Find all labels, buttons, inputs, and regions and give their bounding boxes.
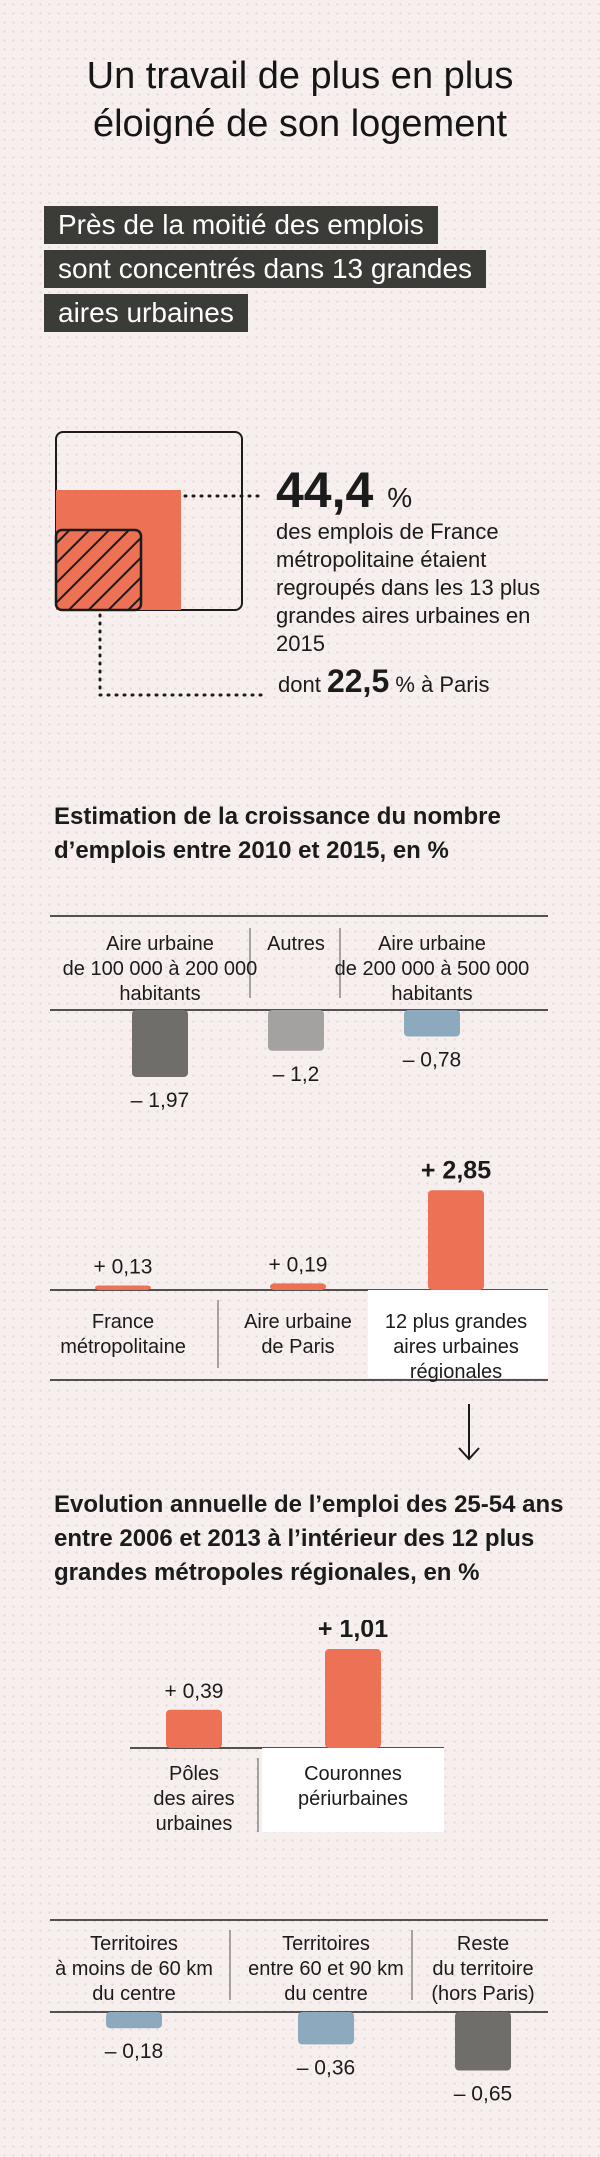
- data-label: + 0,13: [94, 1255, 153, 1278]
- data-label: + 1,01: [318, 1620, 388, 1643]
- stat-paris-line: dont 22,5 % à Paris: [278, 664, 490, 702]
- bar: [404, 1010, 460, 1037]
- category-highlight: [262, 1748, 444, 1832]
- category-label: Territoires à moins de 60 km du centre: [55, 1933, 213, 2005]
- category-label: Reste du territoire (hors Paris): [431, 1933, 534, 2005]
- category-label: France métropolitaine: [60, 1311, 186, 1358]
- bar: [270, 1283, 326, 1290]
- title-line: éloigné de son logement: [92, 103, 508, 145]
- subtitle-band: Près de la moitié des emplois: [44, 206, 438, 244]
- chart2-title-line: entre 2006 et 2013 à l’intérieur des 12 …: [54, 1525, 535, 1552]
- chart-employment-growth: – 1,97 Aire urbaine de 100 000 à 200 000 ha…: [50, 915, 548, 1383]
- chart-annual-evolution: + 0,39 Pôles des aires urbaines + 1,01 Couron…: [50, 1620, 548, 2106]
- data-label: – 0,36: [297, 2056, 355, 2079]
- data-label: – 1,97: [131, 1089, 189, 1112]
- stat-paris-suffix: % à Paris: [395, 672, 490, 697]
- stat-total-unit: %: [387, 482, 413, 513]
- chart1-title-line: d’emplois entre 2010 et 2015, en %: [54, 837, 449, 864]
- data-label: – 0,78: [403, 1049, 461, 1072]
- data-label: + 0,19: [269, 1253, 328, 1276]
- title-line: Un travail de plus en plus: [86, 55, 514, 97]
- page-title: Un travail de plus en plus éloigné de so…: [0, 52, 600, 148]
- stat-description: des emplois de France métropolitaine éta…: [276, 519, 541, 656]
- stat-total-value: 44,4 %: [276, 462, 412, 526]
- arrow-down-icon: [458, 1404, 480, 1461]
- bar: [325, 1649, 381, 1748]
- subtitle-band: aires urbaines: [44, 294, 248, 332]
- category-label: Aire urbaine de Paris: [244, 1311, 352, 1358]
- bar: [106, 2012, 162, 2029]
- chart2-title-line: Evolution annuelle de l’emploi des 25-54…: [54, 1491, 564, 1518]
- bar: [166, 1709, 222, 1748]
- stat-total-number: 44,4: [276, 462, 374, 518]
- bar: [95, 1285, 151, 1290]
- stat-paris-number: 22,5: [326, 663, 390, 699]
- category-highlight: [368, 1290, 548, 1378]
- bar: [268, 1010, 324, 1051]
- stat-paris-prefix: dont: [278, 672, 321, 697]
- share-diagram: [54, 431, 270, 697]
- bar: [428, 1190, 484, 1290]
- bar: [298, 2012, 354, 2045]
- category-label: Territoires entre 60 et 90 km du centre: [248, 1933, 404, 2005]
- paris-share-square: [54, 528, 143, 612]
- category-label: Couronnes périurbaines: [298, 1763, 408, 1810]
- data-label: – 0,65: [454, 2083, 512, 2106]
- category-label: Pôles des aires urbaines: [153, 1763, 234, 1835]
- bar: [455, 2012, 511, 2071]
- chart1-title: Estimation de la croissance du nombre d’…: [54, 800, 574, 868]
- chart1-title-line: Estimation de la croissance du nombre: [54, 803, 501, 830]
- category-label: Aire urbaine de 100 000 à 200 000 habitant…: [63, 933, 258, 1005]
- category-label: Aire urbaine de 200 000 à 500 000 habitant…: [335, 933, 530, 1005]
- category-label: Autres: [267, 933, 325, 955]
- bar: [132, 1010, 188, 1077]
- data-label: + 2,85: [421, 1156, 491, 1184]
- subtitle-band: sont concentrés dans 13 grandes: [44, 250, 487, 288]
- chart2-title-line: grandes métropoles régionales, en %: [54, 1559, 480, 1586]
- data-label: – 0,18: [105, 2040, 163, 2063]
- category-label: 12 plus grandes aires urbaines régionales: [385, 1311, 527, 1383]
- chart2-title: Evolution annuelle de l’emploi des 25-54…: [54, 1488, 574, 1590]
- data-label: – 1,2: [273, 1063, 320, 1086]
- data-label: + 0,39: [165, 1680, 224, 1703]
